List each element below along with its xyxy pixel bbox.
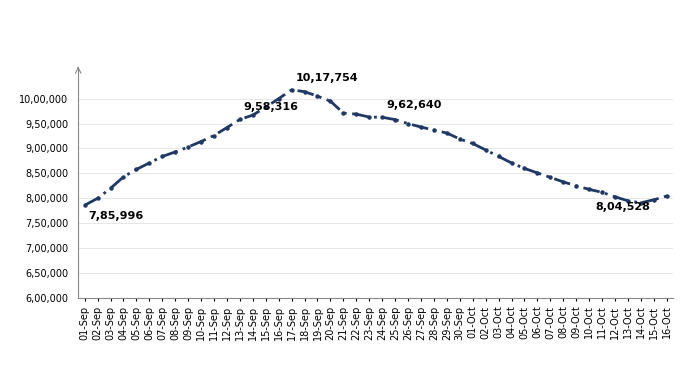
Text: 9,62,640: 9,62,640 bbox=[386, 100, 441, 110]
Text: 9,58,316: 9,58,316 bbox=[243, 102, 299, 112]
Text: Active cases continue to decline, now below 8 lakhs: Active cases continue to decline, now be… bbox=[33, 18, 647, 42]
Text: 10,17,754: 10,17,754 bbox=[296, 73, 358, 83]
Text: 8,04,528: 8,04,528 bbox=[596, 202, 651, 212]
Text: 7,85,996: 7,85,996 bbox=[88, 211, 143, 221]
